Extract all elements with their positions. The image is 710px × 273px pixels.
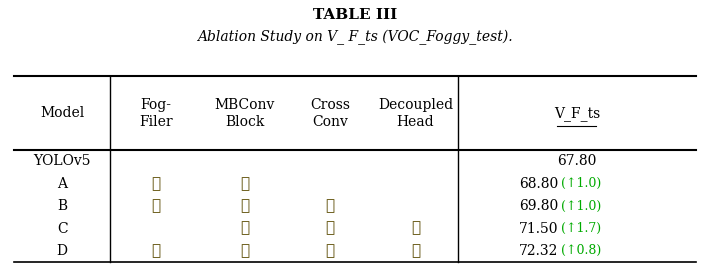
Text: (↑1.7): (↑1.7)	[561, 222, 601, 235]
Text: ✓: ✓	[152, 199, 160, 213]
Text: A: A	[57, 177, 67, 191]
Text: Cross
Conv: Cross Conv	[310, 98, 350, 129]
Text: ✓: ✓	[326, 221, 334, 236]
Text: ✓: ✓	[241, 177, 249, 191]
Text: D: D	[57, 244, 67, 258]
Text: 68.80: 68.80	[519, 177, 558, 191]
Text: (↑1.0): (↑1.0)	[561, 177, 601, 190]
Text: 71.50: 71.50	[519, 221, 558, 236]
Text: Decoupled
Head: Decoupled Head	[378, 98, 453, 129]
Text: ✓: ✓	[411, 221, 420, 236]
Text: 67.80: 67.80	[557, 154, 596, 168]
Text: YOLOv5: YOLOv5	[33, 154, 91, 168]
Text: Ablation Study on V_ F_ts (VOC_Foggy_test).: Ablation Study on V_ F_ts (VOC_Foggy_tes…	[197, 30, 513, 45]
Text: C: C	[57, 221, 67, 236]
Text: ✓: ✓	[326, 199, 334, 213]
Text: TABLE III: TABLE III	[313, 8, 397, 22]
Text: MBConv
Block: MBConv Block	[214, 98, 275, 129]
Text: ✓: ✓	[326, 244, 334, 258]
Text: B: B	[57, 199, 67, 213]
Text: 72.32: 72.32	[519, 244, 558, 258]
Text: ✓: ✓	[241, 199, 249, 213]
Text: V_F_ts: V_F_ts	[554, 106, 600, 121]
Text: ✓: ✓	[152, 244, 160, 258]
Text: Fog-
Filer: Fog- Filer	[139, 98, 173, 129]
Text: Model: Model	[40, 106, 84, 120]
Text: (↑1.0): (↑1.0)	[561, 200, 601, 213]
Text: ✓: ✓	[152, 177, 160, 191]
Text: 69.80: 69.80	[519, 199, 558, 213]
Text: ✓: ✓	[241, 221, 249, 236]
Text: (↑0.8): (↑0.8)	[561, 244, 601, 257]
Text: ✓: ✓	[411, 244, 420, 258]
Text: ✓: ✓	[241, 244, 249, 258]
